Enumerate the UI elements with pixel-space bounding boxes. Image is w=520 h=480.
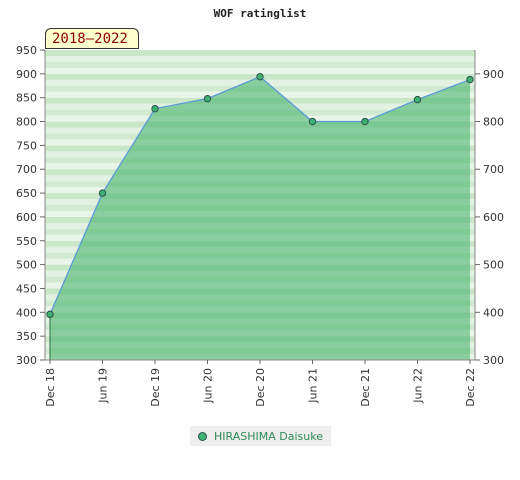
data-point bbox=[413, 95, 422, 104]
background-band bbox=[45, 50, 475, 56]
y-tick-label: 950 bbox=[16, 44, 37, 57]
x-axis: Dec 18 Jun 19 Dec 19 Jun 20 Dec 20 Jun 21 Dec … bbox=[44, 360, 477, 407]
y-tick-label: 800 bbox=[16, 116, 37, 129]
y-tick-label: 500 bbox=[16, 259, 37, 272]
y-tick-label: 300 bbox=[16, 354, 37, 367]
y-tick-label: 700 bbox=[16, 163, 37, 176]
y-tick-label-right: 800 bbox=[483, 116, 504, 129]
data-point bbox=[466, 75, 474, 84]
x-tick-label: Jun 21 bbox=[307, 368, 320, 404]
y-tick-label: 450 bbox=[16, 282, 37, 295]
y-tick-label-right: 600 bbox=[483, 211, 504, 224]
y-tick-label: 850 bbox=[16, 92, 37, 105]
background-band bbox=[45, 55, 475, 62]
y-tick-label: 600 bbox=[16, 211, 37, 224]
data-points bbox=[46, 73, 474, 318]
y-tick-label-right: 300 bbox=[483, 354, 504, 367]
data-point bbox=[361, 117, 369, 126]
y-tick-label: 650 bbox=[16, 187, 37, 200]
legend-marker-icon bbox=[198, 431, 207, 441]
x-tick-label: Dec 19 bbox=[149, 368, 162, 407]
y-tick-label-right: 400 bbox=[483, 306, 504, 319]
data-point bbox=[203, 94, 212, 103]
background-band bbox=[45, 67, 475, 74]
x-tick-label: Jun 20 bbox=[202, 368, 215, 404]
period-badge: 2018–2022 bbox=[45, 28, 139, 49]
x-tick-label: Dec 18 bbox=[44, 368, 57, 407]
y-tick-label-right: 900 bbox=[483, 68, 504, 81]
data-point bbox=[151, 104, 159, 113]
chart-title: WOF ratinglist bbox=[214, 7, 307, 20]
x-tick-label: Jun 19 bbox=[97, 368, 110, 404]
y-tick-label: 900 bbox=[16, 68, 37, 81]
area-fill bbox=[50, 76, 470, 360]
data-point bbox=[46, 310, 54, 318]
data-point bbox=[98, 189, 107, 197]
x-tick-label: Dec 22 bbox=[464, 368, 477, 407]
data-point bbox=[308, 117, 317, 126]
background-band bbox=[45, 61, 475, 68]
y-axis-right: 300 400 500 600 700 800 900 bbox=[475, 68, 504, 367]
x-tick-label: Dec 20 bbox=[254, 368, 267, 407]
legend: HIRASHIMA Daisuke bbox=[190, 426, 331, 446]
y-tick-label: 550 bbox=[16, 235, 37, 248]
y-tick-label: 350 bbox=[16, 330, 37, 343]
legend-label: HIRASHIMA Daisuke bbox=[214, 429, 323, 443]
y-axis-left: 300 350 400 450 500 550 600 650 700 750 800 850 900 9… bbox=[16, 44, 45, 367]
x-tick-label: Jun 22 bbox=[412, 368, 425, 404]
y-tick-label-right: 700 bbox=[483, 163, 504, 176]
y-tick-label-right: 500 bbox=[483, 259, 504, 272]
y-tick-label: 750 bbox=[16, 139, 37, 152]
data-point bbox=[256, 73, 264, 81]
x-tick-label: Dec 21 bbox=[359, 368, 372, 407]
y-tick-label: 400 bbox=[16, 306, 37, 319]
